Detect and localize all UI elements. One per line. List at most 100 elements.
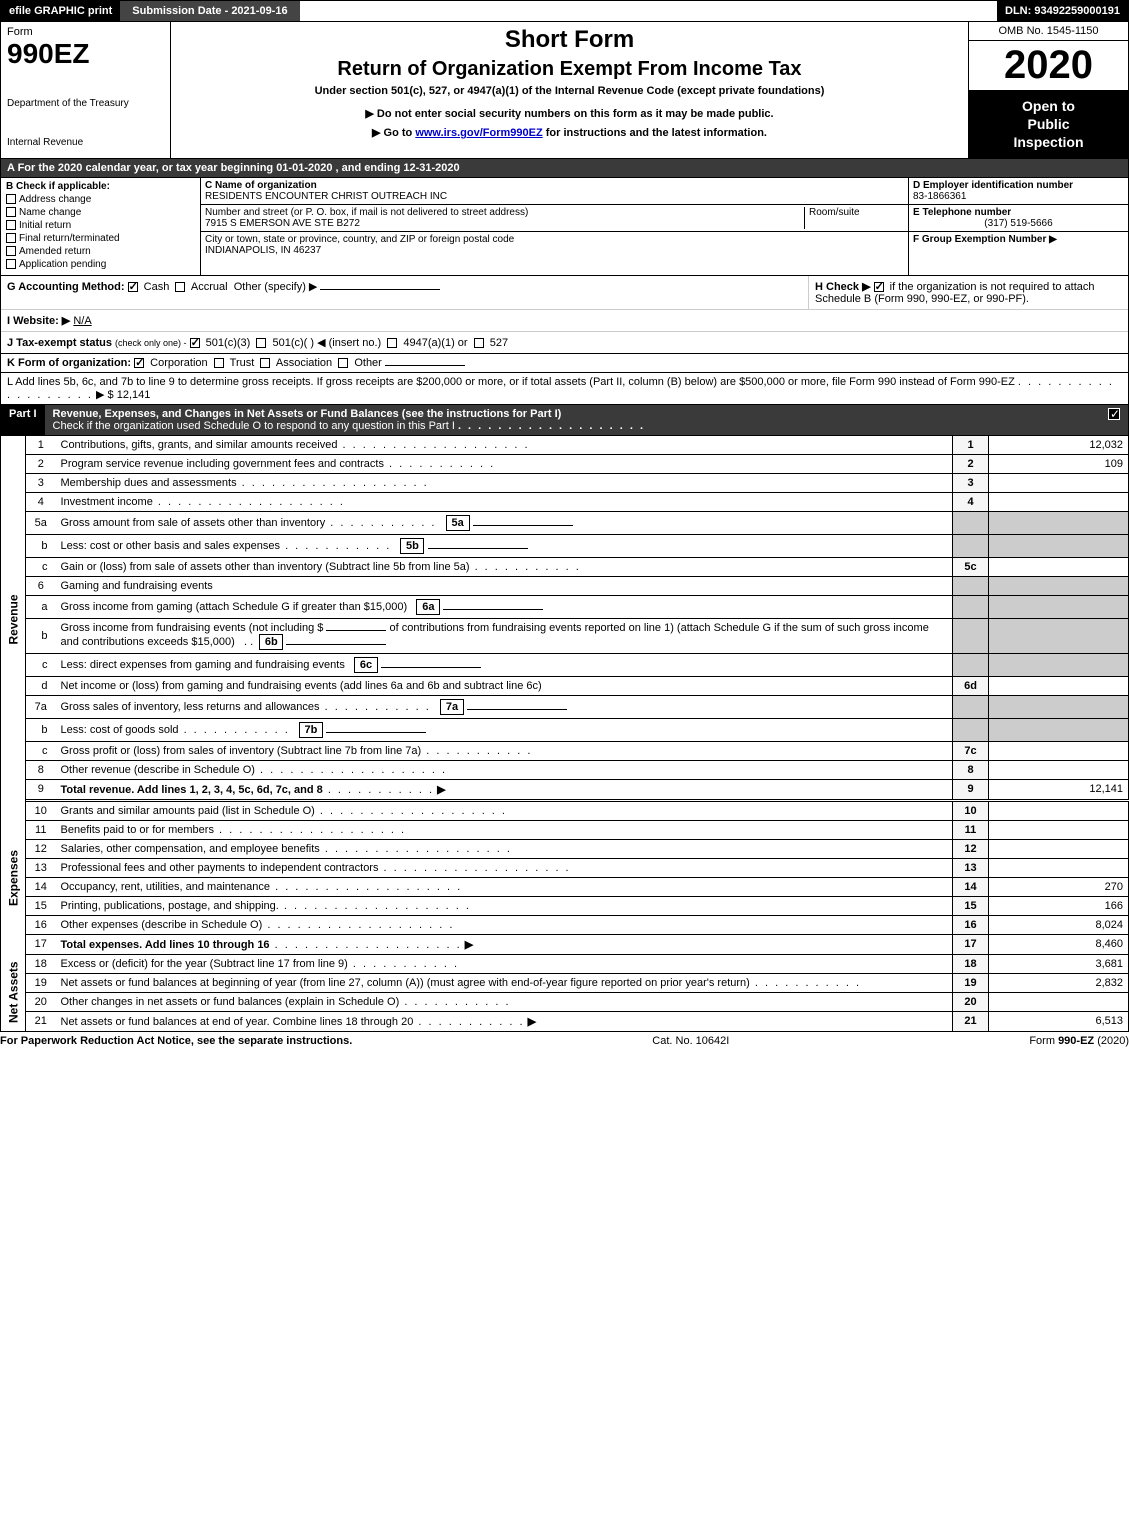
l12-num: 12 bbox=[26, 839, 56, 858]
website-value: N/A bbox=[73, 315, 91, 327]
l6-desc: Gaming and fundraising events bbox=[56, 576, 953, 595]
association-label: Association bbox=[276, 357, 332, 369]
chk-amended-return[interactable]: Amended return bbox=[6, 246, 195, 257]
form-label: Form bbox=[7, 26, 164, 38]
line-20: 20 Other changes in net assets or fund b… bbox=[1, 992, 1129, 1011]
l6-box bbox=[953, 576, 989, 595]
l5a-midbox: 5a bbox=[446, 515, 470, 531]
l3-num: 3 bbox=[26, 473, 56, 492]
header-left: Form 990EZ Department of the Treasury In… bbox=[1, 22, 171, 158]
k-row: K Form of organization: Corporation Trus… bbox=[0, 354, 1129, 373]
l13-desc: Professional fees and other payments to … bbox=[61, 862, 379, 874]
l19-desc: Net assets or fund balances at beginning… bbox=[61, 977, 750, 989]
chk-501c[interactable] bbox=[256, 338, 266, 348]
h-row: H Check ▶ if the organization is not req… bbox=[808, 276, 1128, 309]
l5a-box bbox=[953, 511, 989, 534]
l6d-amt bbox=[989, 676, 1129, 695]
l6d-box: 6d bbox=[953, 676, 989, 695]
form-header: Form 990EZ Department of the Treasury In… bbox=[0, 22, 1129, 159]
chk-final-return[interactable]: Final return/terminated bbox=[6, 233, 195, 244]
l14-desc: Occupancy, rent, utilities, and maintena… bbox=[61, 881, 271, 893]
period-row: A For the 2020 calendar year, or tax yea… bbox=[0, 159, 1129, 178]
l2-desc: Program service revenue including govern… bbox=[61, 458, 384, 470]
l17-box: 17 bbox=[953, 934, 989, 954]
line-6b: b Gross income from fundraising events (… bbox=[1, 618, 1129, 653]
l15-amt: 166 bbox=[989, 896, 1129, 915]
line-15: 15 Printing, publications, postage, and … bbox=[1, 896, 1129, 915]
chk-527[interactable] bbox=[474, 338, 484, 348]
line-19: 19 Net assets or fund balances at beginn… bbox=[1, 973, 1129, 992]
chk-application-pending[interactable]: Application pending bbox=[6, 259, 195, 270]
l4-amt bbox=[989, 492, 1129, 511]
line-3: 3 Membership dues and assessments 3 bbox=[1, 473, 1129, 492]
subtitle: Under section 501(c), 527, or 4947(a)(1)… bbox=[177, 85, 962, 97]
footer: For Paperwork Reduction Act Notice, see … bbox=[0, 1032, 1129, 1047]
footer-mid: Cat. No. 10642I bbox=[352, 1035, 1029, 1047]
l17-amt: 8,460 bbox=[989, 934, 1129, 954]
chk-corporation[interactable] bbox=[134, 358, 144, 368]
l4-num: 4 bbox=[26, 492, 56, 511]
chk-name-change[interactable]: Name change bbox=[6, 207, 195, 218]
chk-name-change-label: Name change bbox=[19, 207, 81, 218]
line-17: 17 Total expenses. Add lines 10 through … bbox=[1, 934, 1129, 954]
chk-trust[interactable] bbox=[214, 358, 224, 368]
l20-num: 20 bbox=[26, 992, 56, 1011]
4947-label: 4947(a)(1) or bbox=[403, 337, 467, 349]
l5b-midbox: 5b bbox=[400, 538, 424, 554]
chk-cash[interactable] bbox=[128, 282, 138, 292]
l17-num: 17 bbox=[26, 934, 56, 954]
chk-4947[interactable] bbox=[387, 338, 397, 348]
l5b-num: b bbox=[26, 534, 56, 557]
l12-box: 12 bbox=[953, 839, 989, 858]
l5c-desc: Gain or (loss) from sale of assets other… bbox=[61, 561, 470, 573]
c-label: C Name of organization bbox=[205, 180, 317, 191]
part1-subtitle: Check if the organization used Schedule … bbox=[53, 420, 455, 432]
address-row: Number and street (or P. O. box, if mail… bbox=[201, 205, 908, 232]
chk-other-org[interactable] bbox=[338, 358, 348, 368]
chk-accrual[interactable] bbox=[175, 282, 185, 292]
expenses-vert-label: Expenses bbox=[1, 801, 26, 954]
chk-501c3[interactable] bbox=[190, 338, 200, 348]
l5b-amt bbox=[989, 534, 1129, 557]
chk-schedule-b[interactable] bbox=[874, 282, 884, 292]
l4-box: 4 bbox=[953, 492, 989, 511]
l2-num: 2 bbox=[26, 454, 56, 473]
irs-link[interactable]: www.irs.gov/Form990EZ bbox=[415, 127, 542, 139]
l7c-num: c bbox=[26, 741, 56, 760]
l6a-amt bbox=[989, 595, 1129, 618]
line-6: 6 Gaming and fundraising events bbox=[1, 576, 1129, 595]
inspection-line3: Inspection bbox=[973, 133, 1124, 151]
l10-desc: Grants and similar amounts paid (list in… bbox=[61, 805, 315, 817]
l7b-midbox: 7b bbox=[299, 722, 323, 738]
l7b-num: b bbox=[26, 718, 56, 741]
efile-print-label: efile GRAPHIC print bbox=[1, 1, 120, 21]
l21-num: 21 bbox=[26, 1011, 56, 1031]
l20-desc: Other changes in net assets or fund bala… bbox=[61, 996, 400, 1008]
l6c-desc: Less: direct expenses from gaming and fu… bbox=[61, 659, 345, 671]
corporation-label: Corporation bbox=[150, 357, 207, 369]
l6b-num: b bbox=[26, 618, 56, 653]
other-org-input[interactable] bbox=[385, 365, 465, 366]
l15-num: 15 bbox=[26, 896, 56, 915]
b-label: B Check if applicable: bbox=[6, 181, 195, 192]
other-input[interactable] bbox=[320, 289, 440, 290]
l6b-midbox: 6b bbox=[259, 634, 283, 650]
501c-label: 501(c)( ) ◀ (insert no.) bbox=[272, 337, 381, 349]
l6a-midbox: 6a bbox=[416, 599, 440, 615]
l11-box: 11 bbox=[953, 820, 989, 839]
g-row: G Accounting Method: Cash Accrual Other … bbox=[1, 276, 808, 309]
l7a-box bbox=[953, 695, 989, 718]
l4-desc: Investment income bbox=[61, 496, 153, 508]
chk-address-change[interactable]: Address change bbox=[6, 194, 195, 205]
chk-association[interactable] bbox=[260, 358, 270, 368]
city-label: City or town, state or province, country… bbox=[205, 234, 514, 245]
f-label: F Group Exemption Number ▶ bbox=[913, 234, 1057, 245]
chk-final-return-label: Final return/terminated bbox=[19, 233, 120, 244]
l20-box: 20 bbox=[953, 992, 989, 1011]
l6-num: 6 bbox=[26, 576, 56, 595]
line-7a: 7a Gross sales of inventory, less return… bbox=[1, 695, 1129, 718]
l15-box: 15 bbox=[953, 896, 989, 915]
chk-initial-return[interactable]: Initial return bbox=[6, 220, 195, 231]
l6b-desc1: Gross income from fundraising events (no… bbox=[61, 622, 324, 634]
link-prefix: ▶ Go to bbox=[372, 127, 415, 139]
